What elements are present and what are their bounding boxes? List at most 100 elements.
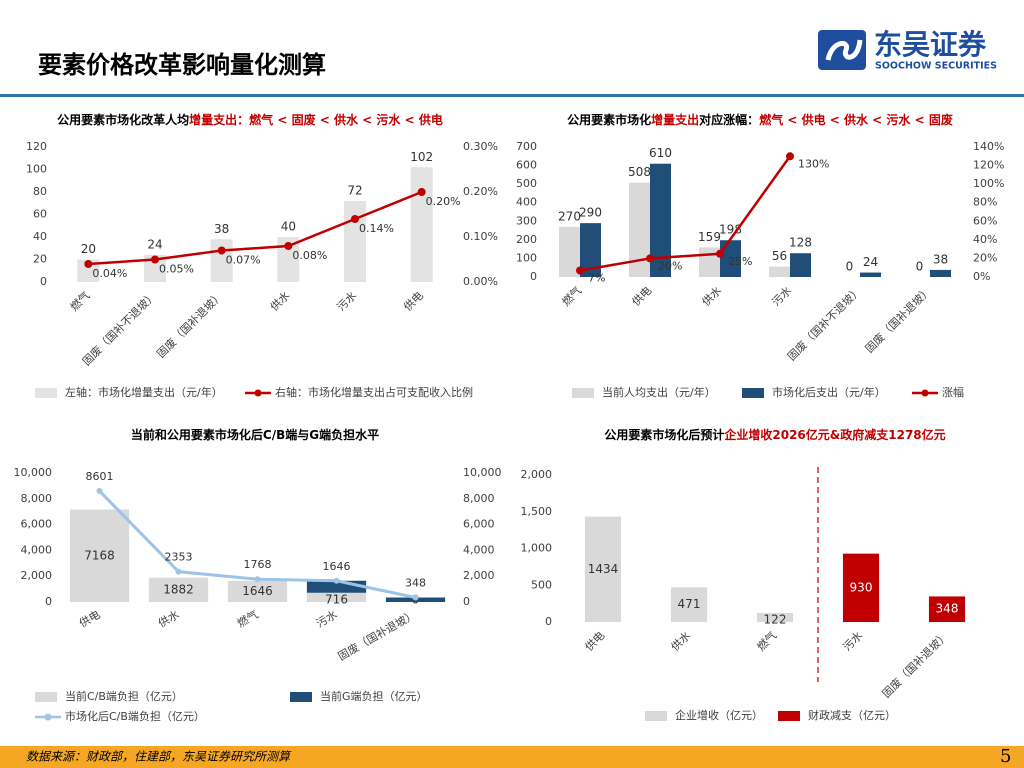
tick-label: 200 <box>516 233 537 246</box>
legend-label: 右轴：市场化增量支出占可支配收入比例 <box>275 385 473 399</box>
tick-label: 0% <box>973 270 990 283</box>
tick-label: 600 <box>516 159 537 172</box>
tick-label: 100% <box>973 177 1004 190</box>
line-marker <box>217 246 226 255</box>
line <box>579 155 792 272</box>
bar <box>580 223 601 277</box>
bar <box>306 580 367 593</box>
legend-swatch <box>572 388 594 398</box>
tick-label: 4,000 <box>21 543 53 556</box>
data-label: 38 <box>933 252 948 266</box>
title-part: 增量支出：燃气 < 固废 < 供水 < 污水 < 供电 <box>189 112 443 127</box>
tick-label: 4,000 <box>463 543 495 556</box>
legend-swatch <box>35 692 57 702</box>
data-label: 610 <box>649 146 672 160</box>
bar <box>148 577 209 602</box>
data-label: 0 <box>916 260 924 274</box>
bar <box>584 516 622 622</box>
data-label: 7% <box>588 272 605 285</box>
data-label: 40 <box>281 220 296 234</box>
tick-label: 80% <box>973 196 997 209</box>
bar <box>860 272 881 277</box>
bar <box>842 553 880 622</box>
bar <box>306 592 367 602</box>
data-label: 1646 <box>323 560 351 573</box>
legend-label: 左轴：市场化增量支出（元/年） <box>65 385 223 399</box>
data-label: 159 <box>698 230 721 244</box>
data-label: 72 <box>347 184 362 198</box>
bar <box>928 596 966 622</box>
legend-label: 市场化后C/B端负担（亿元） <box>65 709 205 723</box>
line-marker <box>175 568 182 575</box>
logo-subtext: SOOCHOW SECURITIES <box>875 61 997 72</box>
chart-title: 公用要素市场化后预计企业增收2026亿元&政府减支1278亿元 <box>604 427 945 442</box>
title-part: 增量支出 <box>651 112 699 127</box>
legend-marker <box>921 389 929 397</box>
tick-label: 8,000 <box>463 492 495 505</box>
bar <box>77 259 100 282</box>
data-label: 24 <box>147 238 162 252</box>
title-part: 公用要素市场化后预计 <box>604 427 724 442</box>
data-label: 7168 <box>84 548 115 562</box>
data-label: 2353 <box>165 551 193 564</box>
legend-label: 当前人均支出（元/年） <box>602 385 716 399</box>
tick-label: 0.30% <box>463 140 498 153</box>
tick-label: 2,000 <box>521 468 553 481</box>
legend-swatch <box>35 388 57 398</box>
line-marker <box>351 215 359 223</box>
bar <box>344 201 366 282</box>
data-label: 348 <box>936 602 959 616</box>
footer-bar <box>0 746 1024 768</box>
tick-label: 0 <box>463 595 470 608</box>
data-label: 471 <box>678 597 701 611</box>
logo-swirl <box>825 39 863 61</box>
tick-label: 6,000 <box>21 518 53 531</box>
legend-label: 市场化后支出（元/年） <box>772 385 886 399</box>
bar <box>930 269 951 277</box>
data-label: 0.08% <box>292 249 327 262</box>
line-marker <box>786 152 794 161</box>
data-label: 290 <box>579 206 602 220</box>
tick-label: 0 <box>40 275 47 288</box>
title-rule <box>0 94 1024 97</box>
tick-label: 2,000 <box>463 569 495 582</box>
source-note: 数据来源：财政部，住建部，东吴证券研究所测算 <box>26 750 292 764</box>
tick-label: 1,500 <box>521 505 553 518</box>
data-label: 1768 <box>244 558 272 571</box>
tick-label: 1,000 <box>521 542 553 555</box>
chart: 公用要素市场化增量支出对应涨幅：燃气 < 供电 < 供水 < 污水 < 固废 0 1… <box>516 112 1004 400</box>
tick-label: 20% <box>973 251 997 264</box>
data-label: 1434 <box>588 562 619 576</box>
tick-label: 20 <box>33 253 47 266</box>
tick-label: 2,000 <box>21 569 53 582</box>
line-marker <box>646 254 654 263</box>
data-label: 348 <box>405 577 426 590</box>
line-marker <box>333 577 340 584</box>
line-marker <box>84 260 93 268</box>
bar <box>227 580 288 602</box>
bar <box>144 255 166 282</box>
bar <box>769 266 790 277</box>
tick-label: 700 <box>516 140 537 153</box>
line <box>88 190 423 266</box>
logo-text: 东吴证券 <box>874 28 987 61</box>
tick-label: 40 <box>33 230 47 243</box>
tick-label: 60 <box>33 208 47 221</box>
legend-swatch <box>778 711 800 721</box>
data-label: 128 <box>789 236 812 250</box>
data-label: 20 <box>81 242 96 256</box>
tick-label: 120 <box>26 140 47 153</box>
chart: 当前和公用要素市场化后C/B端与G端负担水平 0 2,000 4,000 6,000 8,… <box>14 427 502 724</box>
title-part: 对应涨幅： <box>699 112 759 127</box>
tick-label: 0 <box>545 615 552 628</box>
title-part: 企业增收2026亿元&政府减支1278亿元 <box>723 427 945 442</box>
tick-label: 0.10% <box>463 230 498 243</box>
chart-title: 公用要素市场化改革人均增量支出：燃气 < 固废 < 供水 < 污水 < 供电 <box>57 112 443 127</box>
data-label: 270 <box>558 209 581 223</box>
line-marker <box>151 255 159 264</box>
data-label: 24 <box>863 255 878 269</box>
data-label: 0.20% <box>426 195 461 208</box>
tick-label: 400 <box>516 196 537 209</box>
